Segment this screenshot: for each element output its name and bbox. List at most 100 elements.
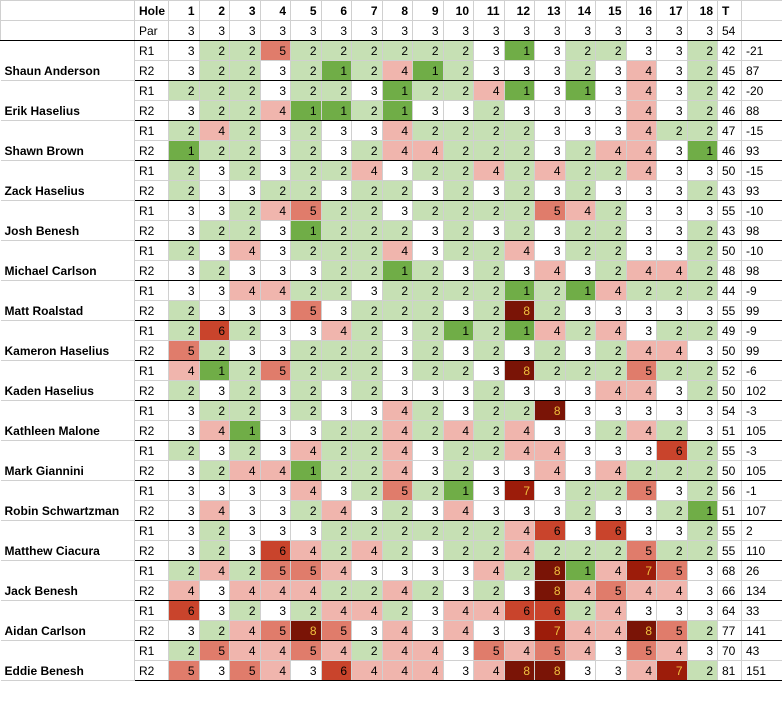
round-label: R2 bbox=[134, 140, 169, 161]
hole-number: 15 bbox=[595, 0, 627, 21]
hole-score: 3 bbox=[595, 100, 627, 121]
round-total: 46 bbox=[717, 140, 742, 161]
hole-score: 3 bbox=[320, 480, 352, 501]
hole-score: 3 bbox=[381, 360, 413, 381]
hole-score: 3 bbox=[351, 560, 383, 581]
hole-score: 2 bbox=[290, 120, 322, 141]
hole-score: 3 bbox=[595, 400, 627, 421]
round-total: 50 bbox=[717, 380, 742, 401]
hole-score: 3 bbox=[168, 400, 200, 421]
hole-score: 2 bbox=[473, 340, 505, 361]
hole-score: 4 bbox=[595, 460, 627, 481]
hole-score: 2 bbox=[381, 300, 413, 321]
hole-score: 2 bbox=[473, 580, 505, 601]
hole-score: 3 bbox=[351, 500, 383, 521]
hole-score: 2 bbox=[595, 340, 627, 361]
hole-score: 2 bbox=[290, 160, 322, 181]
hole-score: 4 bbox=[503, 420, 535, 441]
hole-score: 2 bbox=[351, 320, 383, 341]
hole-score: 4 bbox=[229, 280, 261, 301]
hole-number: 18 bbox=[686, 0, 718, 21]
hole-score: 8 bbox=[534, 660, 566, 681]
hole-score: 4 bbox=[259, 640, 291, 661]
hole-score: 2 bbox=[198, 80, 230, 101]
par-value: 3 bbox=[351, 20, 383, 41]
hole-score: 3 bbox=[625, 40, 657, 61]
player-name: Matthew Ciacura bbox=[0, 520, 135, 561]
hole-score: 2 bbox=[320, 460, 352, 481]
hole-score: 4 bbox=[656, 340, 688, 361]
hole-score: 3 bbox=[473, 500, 505, 521]
hole-score: 3 bbox=[473, 460, 505, 481]
hole-score: 2 bbox=[656, 500, 688, 521]
hole-score: 2 bbox=[168, 120, 200, 141]
hole-score: 4 bbox=[595, 620, 627, 641]
hole-number: 13 bbox=[534, 0, 566, 21]
hole-score: 2 bbox=[320, 200, 352, 221]
round-label: R1 bbox=[134, 520, 169, 541]
hole-score: 3 bbox=[320, 180, 352, 201]
hole-score: 2 bbox=[503, 220, 535, 241]
round-total: 48 bbox=[717, 260, 742, 281]
hole-score: 5 bbox=[595, 580, 627, 601]
hole-score: 2 bbox=[351, 460, 383, 481]
hole-score: 3 bbox=[686, 160, 718, 181]
hole-score: 2 bbox=[412, 520, 444, 541]
hole-score: 1 bbox=[564, 280, 596, 301]
player-name: Aidan Carlson bbox=[0, 600, 135, 641]
par-value: 3 bbox=[534, 20, 566, 41]
player-round-row: Michael Carlson R1 2 3 4 3 2 2 2 4 3 2 2 4 3 2 2 3 3 2 50 -10 bbox=[0, 240, 782, 281]
hole-score: 2 bbox=[351, 140, 383, 161]
hole-score: 2 bbox=[686, 440, 718, 461]
hole-score: 2 bbox=[351, 360, 383, 381]
hole-score: 3 bbox=[442, 640, 474, 661]
hole-score: 2 bbox=[442, 120, 474, 141]
scorecard-table: Hole 1 2 3 4 5 6 7 8 9 10 11 12 13 14 15… bbox=[0, 0, 782, 681]
scorecard-body: Hole 1 2 3 4 5 6 7 8 9 10 11 12 13 14 15… bbox=[0, 0, 782, 681]
hole-number: 1 bbox=[168, 0, 200, 21]
player-name: Michael Carlson bbox=[0, 240, 135, 281]
hole-score: 3 bbox=[564, 380, 596, 401]
hole-score: 5 bbox=[168, 660, 200, 681]
hole-score: 2 bbox=[351, 520, 383, 541]
hole-score: 2 bbox=[320, 440, 352, 461]
hole-score: 3 bbox=[656, 180, 688, 201]
hole-score: 3 bbox=[625, 520, 657, 541]
hole-score: 3 bbox=[625, 200, 657, 221]
hole-score: 2 bbox=[351, 380, 383, 401]
hole-score: 3 bbox=[168, 260, 200, 281]
round-total: 55 bbox=[717, 200, 742, 221]
hole-score: 3 bbox=[198, 180, 230, 201]
hole-score: 2 bbox=[686, 80, 718, 101]
hole-score: 3 bbox=[320, 120, 352, 141]
hole-score: 4 bbox=[259, 460, 291, 481]
hole-score: 3 bbox=[473, 480, 505, 501]
par-value: 3 bbox=[686, 20, 718, 41]
hole-score: 4 bbox=[229, 580, 261, 601]
hole-score: 2 bbox=[320, 80, 352, 101]
combined-total: 87 bbox=[741, 60, 782, 81]
hole-score: 2 bbox=[686, 480, 718, 501]
par-total: 54 bbox=[717, 20, 742, 41]
hole-score: 3 bbox=[412, 180, 444, 201]
hole-score: 3 bbox=[442, 100, 474, 121]
hole-score: 2 bbox=[351, 200, 383, 221]
hole-score: 4 bbox=[168, 360, 200, 381]
round-total: 42 bbox=[717, 80, 742, 101]
hole-score: 1 bbox=[686, 140, 718, 161]
hole-score: 4 bbox=[381, 460, 413, 481]
hole-score: 2 bbox=[290, 280, 322, 301]
hole-score: 2 bbox=[168, 320, 200, 341]
hole-score: 3 bbox=[473, 360, 505, 381]
hole-number: 10 bbox=[442, 0, 474, 21]
round-label: R1 bbox=[134, 160, 169, 181]
hole-score: 2 bbox=[595, 540, 627, 561]
hole-score: 2 bbox=[290, 180, 322, 201]
hole-score: 3 bbox=[686, 200, 718, 221]
hole-score: 3 bbox=[625, 500, 657, 521]
hole-score: 3 bbox=[564, 440, 596, 461]
par-value: 3 bbox=[503, 20, 535, 41]
hole-score: 8 bbox=[534, 580, 566, 601]
hole-score: 2 bbox=[351, 440, 383, 461]
hole-score: 3 bbox=[259, 520, 291, 541]
